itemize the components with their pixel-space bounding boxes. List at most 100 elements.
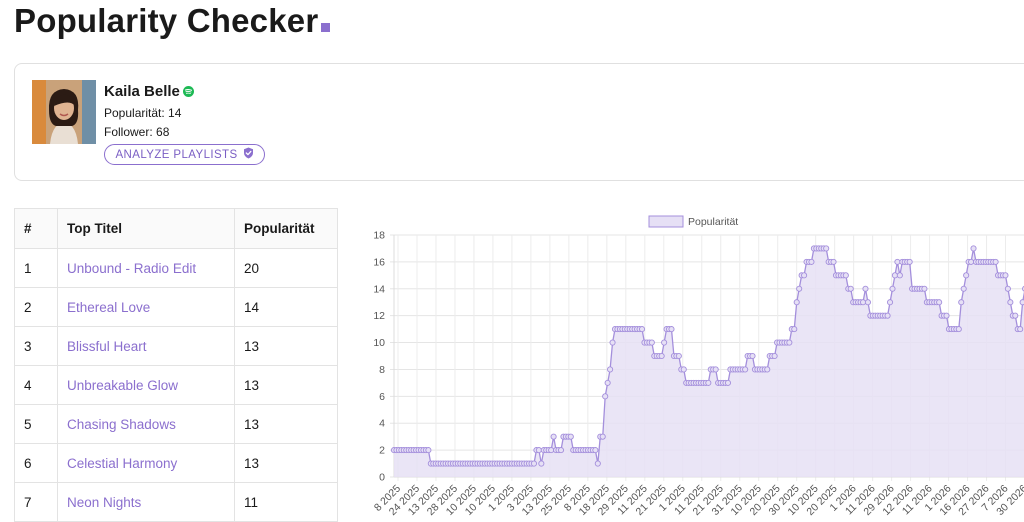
y-tick-label: 10 [373, 337, 385, 349]
data-point [936, 299, 943, 306]
data-point [830, 258, 837, 265]
data-point [889, 285, 896, 292]
data-point [808, 258, 815, 265]
data-point [943, 312, 950, 319]
data-point [1002, 272, 1009, 279]
table-row: 2 Ethereal Love 14 [14, 287, 338, 327]
artist-name: Kaila Belle [104, 83, 194, 100]
data-point [1012, 312, 1019, 319]
data-point [680, 366, 687, 373]
data-point [661, 339, 668, 346]
data-point [548, 447, 555, 454]
data-point [607, 366, 614, 373]
track-popularity: 13 [234, 443, 338, 483]
data-point [535, 447, 542, 454]
track-popularity: 14 [234, 287, 338, 327]
track-title-link[interactable]: Neon Nights [57, 482, 235, 522]
data-point [891, 272, 898, 279]
data-point [764, 366, 771, 373]
data-point [592, 447, 599, 454]
data-point [749, 352, 756, 360]
data-point [801, 272, 808, 279]
y-tick-label: 4 [379, 418, 385, 430]
data-point [705, 379, 712, 386]
table-row: 4 Unbreakable Glow 13 [14, 365, 338, 405]
data-point [668, 326, 675, 333]
data-point [602, 393, 609, 400]
table-row: 7 Neon Nights 11 [14, 482, 338, 522]
data-point [771, 352, 778, 360]
y-tick-label: 0 [379, 472, 385, 484]
data-point [786, 339, 793, 346]
col-header-popularity: Popularität [234, 208, 338, 249]
y-tick-label: 16 [373, 256, 385, 268]
track-title-link[interactable]: Blissful Heart [57, 326, 235, 366]
table-row: 3 Blissful Heart 13 [14, 326, 338, 366]
track-popularity: 13 [234, 365, 338, 405]
table-row: 5 Chasing Shadows 13 [14, 404, 338, 444]
data-point [958, 299, 965, 306]
data-point [968, 258, 975, 265]
data-point [884, 312, 891, 319]
data-point [970, 245, 977, 252]
col-header-title: Top Titel [57, 208, 235, 249]
data-point [955, 326, 962, 333]
data-point [638, 326, 646, 333]
series-area [394, 248, 1024, 477]
data-point [823, 245, 830, 252]
track-title-link[interactable]: Celestial Harmony [57, 443, 235, 483]
verified-shield-icon [243, 147, 254, 162]
legend-label: Popularität [688, 216, 738, 228]
data-point [557, 447, 565, 454]
artist-avatar [32, 80, 96, 144]
row-number: 4 [14, 365, 58, 405]
track-title-link[interactable]: Unbreakable Glow [57, 365, 235, 405]
table-row: 1 Unbound - Radio Edit 20 [14, 248, 338, 288]
analyze-playlists-button[interactable]: ANALYZE PLAYLISTS [104, 144, 265, 165]
data-point [604, 379, 611, 386]
track-popularity: 13 [234, 326, 338, 366]
row-number: 5 [14, 404, 58, 444]
y-tick-label: 8 [379, 364, 385, 376]
data-point [921, 285, 928, 292]
y-tick-label: 6 [379, 391, 385, 403]
artist-followers: Follower: 68 [104, 125, 170, 139]
data-point [992, 258, 999, 265]
data-point [538, 460, 545, 467]
data-point [658, 352, 665, 360]
track-title-link[interactable]: Ethereal Love [57, 287, 235, 327]
track-popularity: 11 [234, 482, 338, 522]
row-number: 7 [14, 482, 58, 522]
analyze-playlists-label: ANALYZE PLAYLISTS [115, 148, 238, 161]
data-point [847, 285, 854, 292]
table-header-row: # Top Titel Popularität [14, 208, 338, 249]
row-number: 1 [14, 248, 58, 288]
data-point [724, 379, 732, 386]
data-point [796, 285, 803, 292]
track-title-link[interactable]: Unbound - Radio Edit [57, 248, 235, 288]
page-title: Popularity Checker [14, 2, 331, 40]
row-number: 2 [14, 287, 58, 327]
artist-card: Kaila Belle Popularität: 14 Follower: 68… [14, 63, 1024, 181]
row-number: 3 [14, 326, 58, 366]
data-point [550, 433, 557, 440]
table-row: 6 Celestial Harmony 13 [14, 443, 338, 483]
data-point [594, 460, 601, 467]
top-tracks-table: # Top Titel Popularität 1 Unbound - Radio… [14, 208, 338, 522]
data-point [1019, 299, 1024, 306]
data-point [648, 339, 655, 346]
track-title-link[interactable]: Chasing Shadows [57, 404, 235, 444]
data-point [864, 299, 871, 306]
data-point [963, 272, 970, 279]
data-point [960, 285, 967, 292]
y-tick-label: 2 [379, 445, 385, 457]
data-point [609, 339, 616, 346]
data-point [712, 366, 719, 373]
row-number: 6 [14, 443, 58, 483]
data-point [675, 352, 682, 360]
data-point [862, 285, 869, 292]
data-point [859, 299, 867, 306]
data-point [906, 258, 913, 265]
spotify-icon[interactable] [182, 85, 194, 97]
